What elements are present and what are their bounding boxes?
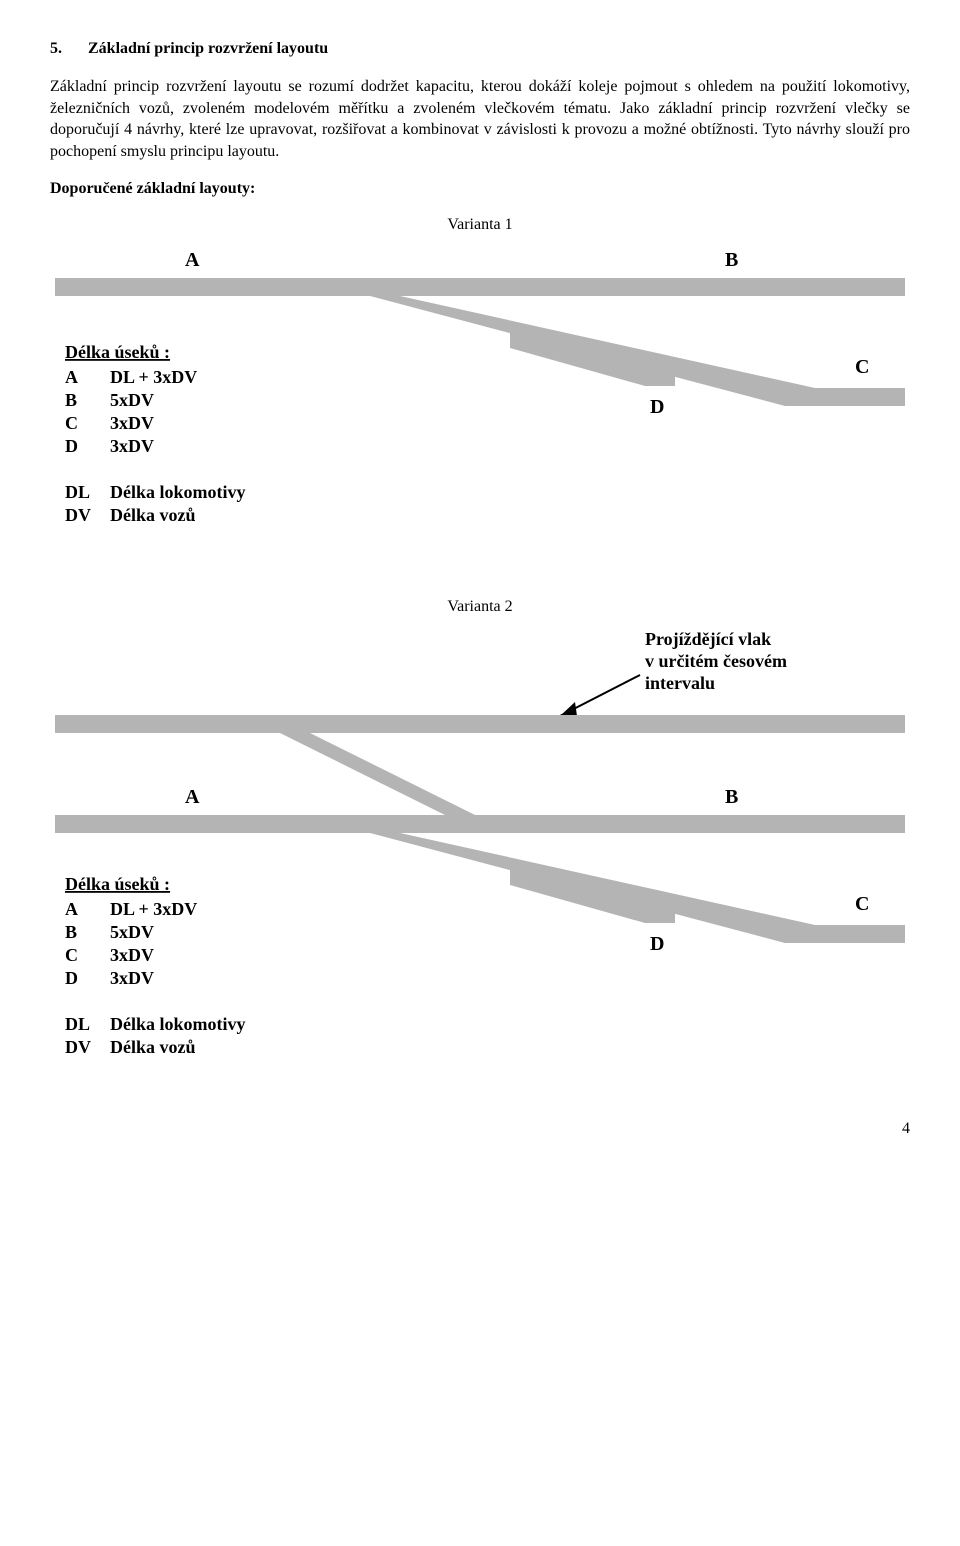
body-paragraph: Základní princip rozvržení layoutu se ro… [50, 76, 910, 162]
legend-DL-k: DL [65, 482, 90, 502]
row2-D-k: D [65, 968, 78, 988]
diagram-variant-1: A B C D Délka úseků : A DL + 3xDV B 5xDV… [55, 238, 905, 588]
row-D-v: 3xDV [110, 436, 154, 456]
lengths-title-2: Délka úseků : [65, 874, 170, 894]
row-A-k: A [65, 367, 78, 387]
label-C-2: C [855, 893, 869, 915]
legend-DV-v: Délka vozů [110, 505, 196, 525]
label-B-2: B [725, 786, 738, 808]
passing-line1: Projíždějící vlak [645, 629, 771, 649]
label-A-2: A [185, 786, 200, 808]
row-C-v: 3xDV [110, 413, 154, 433]
section-heading: 5. Základní princip rozvržení layoutu [50, 40, 910, 58]
lengths-title-1: Délka úseků : [65, 342, 170, 362]
legend2-DV-v: Délka vozů [110, 1037, 196, 1057]
page-number: 4 [50, 1120, 910, 1138]
row-D-k: D [65, 436, 78, 456]
row2-B-k: B [65, 922, 77, 942]
passing-line3: intervalu [645, 673, 715, 693]
legend2-DL-v: Délka lokomotivy [110, 1014, 246, 1034]
track-C [785, 388, 905, 406]
label-D: D [650, 396, 664, 418]
track-connector [280, 733, 475, 815]
diagram-variant-2: Projíždějící vlak v určitém česovém inte… [55, 620, 905, 1090]
track-main [55, 278, 905, 296]
legend2-DV-k: DV [65, 1037, 91, 1057]
label-B: B [725, 249, 738, 271]
heading-title: Základní princip rozvržení layoutu [88, 40, 328, 57]
row2-B-v: 5xDV [110, 922, 154, 942]
row2-A-v: DL + 3xDV [110, 899, 197, 919]
track-through [55, 715, 905, 733]
row-C-k: C [65, 413, 78, 433]
label-A: A [185, 249, 200, 271]
heading-number: 5. [50, 40, 84, 58]
row2-C-k: C [65, 945, 78, 965]
row2-C-v: 3xDV [110, 945, 154, 965]
passing-line2: v určitém česovém [645, 651, 787, 671]
variant1-label: Varianta 1 [50, 216, 910, 234]
legend-DL-v: Délka lokomotivy [110, 482, 246, 502]
row-B-v: 5xDV [110, 390, 154, 410]
subheading: Doporučené základní layouty: [50, 180, 910, 198]
label-D-2: D [650, 933, 664, 955]
row-A-v: DL + 3xDV [110, 367, 197, 387]
row2-D-v: 3xDV [110, 968, 154, 988]
label-C: C [855, 356, 869, 378]
track-C-2 [785, 925, 905, 943]
track-main-2 [55, 815, 905, 833]
legend2-DL-k: DL [65, 1014, 90, 1034]
row2-A-k: A [65, 899, 78, 919]
row-B-k: B [65, 390, 77, 410]
arrow-head [560, 702, 577, 716]
variant2-label: Varianta 2 [50, 598, 910, 616]
legend-DV-k: DV [65, 505, 91, 525]
